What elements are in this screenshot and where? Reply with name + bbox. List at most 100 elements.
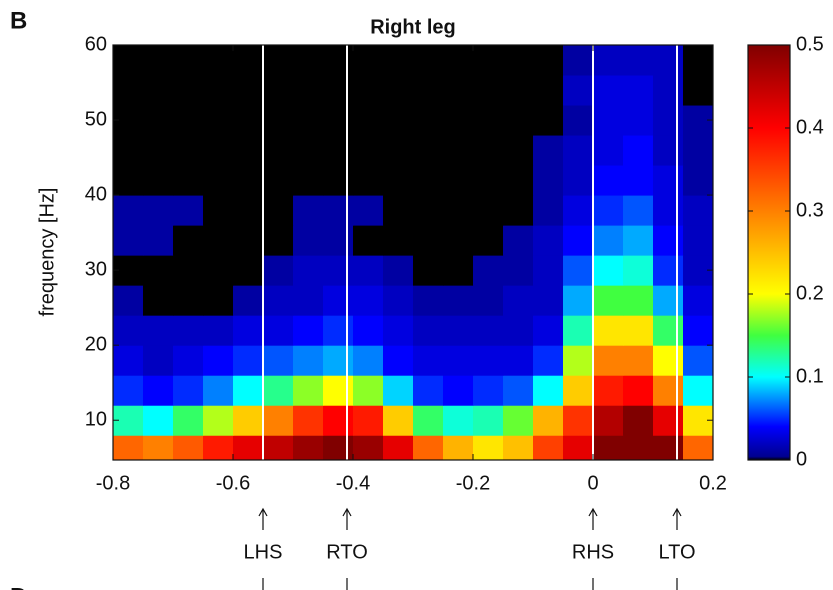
heat-cell xyxy=(563,105,594,136)
heat-cell xyxy=(263,45,294,76)
heat-cell xyxy=(683,75,714,106)
heat-cell xyxy=(113,195,144,226)
heat-cell xyxy=(143,135,174,166)
heat-cell xyxy=(383,435,414,466)
heat-cell xyxy=(353,435,384,466)
heat-cell xyxy=(353,75,384,106)
heat-cell xyxy=(383,105,414,136)
heat-cell xyxy=(293,345,324,376)
heat-cell xyxy=(293,375,324,406)
heat-cell xyxy=(413,435,444,466)
heat-cell xyxy=(263,75,294,106)
heat-cell xyxy=(593,135,624,166)
heat-cell xyxy=(293,315,324,346)
heat-cell xyxy=(623,105,654,136)
heat-cell xyxy=(143,285,174,316)
heat-cell xyxy=(653,135,684,166)
heat-cell xyxy=(653,225,684,256)
heat-cell xyxy=(293,255,324,286)
heat-cell xyxy=(503,135,534,166)
colorbar-tick-label: 0.5 xyxy=(796,33,824,55)
heat-cell xyxy=(413,135,444,166)
heat-cell xyxy=(413,45,444,76)
heat-cell xyxy=(383,225,414,256)
heat-cell xyxy=(413,375,444,406)
heat-cell xyxy=(623,165,654,196)
heat-cell xyxy=(173,405,204,436)
heat-cell xyxy=(353,285,384,316)
x-tick-label: 0 xyxy=(587,472,598,494)
heat-cell xyxy=(383,75,414,106)
x-tick-label: -0.2 xyxy=(456,472,490,494)
heat-cell xyxy=(623,255,654,286)
heat-cell xyxy=(503,165,534,196)
heat-cell xyxy=(653,75,684,106)
heat-cell xyxy=(563,375,594,406)
y-tick-label: 20 xyxy=(85,333,107,355)
heat-cell xyxy=(353,375,384,406)
heat-cell xyxy=(413,75,444,106)
heat-cell xyxy=(533,105,564,136)
heat-cell xyxy=(233,135,264,166)
heat-cell xyxy=(593,45,624,76)
heat-cell xyxy=(143,375,174,406)
heat-cell xyxy=(623,435,654,466)
heat-cell xyxy=(353,195,384,226)
heat-cell xyxy=(473,75,504,106)
heat-cell xyxy=(203,345,234,376)
heat-cell xyxy=(353,405,384,436)
heat-cell xyxy=(383,255,414,286)
colorbar-tick-label: 0.1 xyxy=(796,365,824,387)
heat-cell xyxy=(263,255,294,286)
heat-cell xyxy=(383,345,414,376)
heat-cell xyxy=(683,225,714,256)
heat-cell xyxy=(563,255,594,286)
heat-cell xyxy=(293,405,324,436)
heat-cell xyxy=(173,345,204,376)
heat-cell xyxy=(503,315,534,346)
heat-cell xyxy=(293,105,324,136)
heat-cell xyxy=(203,285,234,316)
heat-cell xyxy=(263,135,294,166)
heat-cell xyxy=(623,75,654,106)
heat-cell xyxy=(473,105,504,136)
heat-cell xyxy=(443,375,474,406)
heat-cell xyxy=(443,105,474,136)
heat-cell xyxy=(653,375,684,406)
heat-cell xyxy=(473,135,504,166)
heat-cell xyxy=(293,195,324,226)
heat-cell xyxy=(263,195,294,226)
heat-cell xyxy=(173,75,204,106)
heat-cell xyxy=(263,375,294,406)
heat-cell xyxy=(353,105,384,136)
heat-cell xyxy=(623,405,654,436)
heat-cell xyxy=(563,165,594,196)
heat-cell xyxy=(503,405,534,436)
heat-cell xyxy=(443,45,474,76)
heat-cell xyxy=(653,345,684,376)
heat-cell xyxy=(413,345,444,376)
heat-cell xyxy=(533,285,564,316)
heat-cell xyxy=(233,105,264,136)
heat-cell xyxy=(473,45,504,76)
heat-cell xyxy=(323,135,354,166)
heat-cell xyxy=(203,225,234,256)
heat-cell xyxy=(113,315,144,346)
heat-cell xyxy=(593,75,624,106)
heat-cell xyxy=(473,285,504,316)
heat-cell xyxy=(593,195,624,226)
heat-cell xyxy=(443,165,474,196)
y-tick-label: 10 xyxy=(85,409,107,431)
heat-cell xyxy=(683,285,714,316)
heat-cell xyxy=(593,285,624,316)
colorbar-tick-label: 0.3 xyxy=(796,199,824,221)
colorbar-tick-label: 0.2 xyxy=(796,282,824,304)
heat-cell xyxy=(443,435,474,466)
heat-cell xyxy=(473,315,504,346)
heat-cell xyxy=(203,75,234,106)
heat-cell xyxy=(503,285,534,316)
heat-cell xyxy=(563,315,594,346)
heat-cell xyxy=(203,135,234,166)
heat-cell xyxy=(623,315,654,346)
